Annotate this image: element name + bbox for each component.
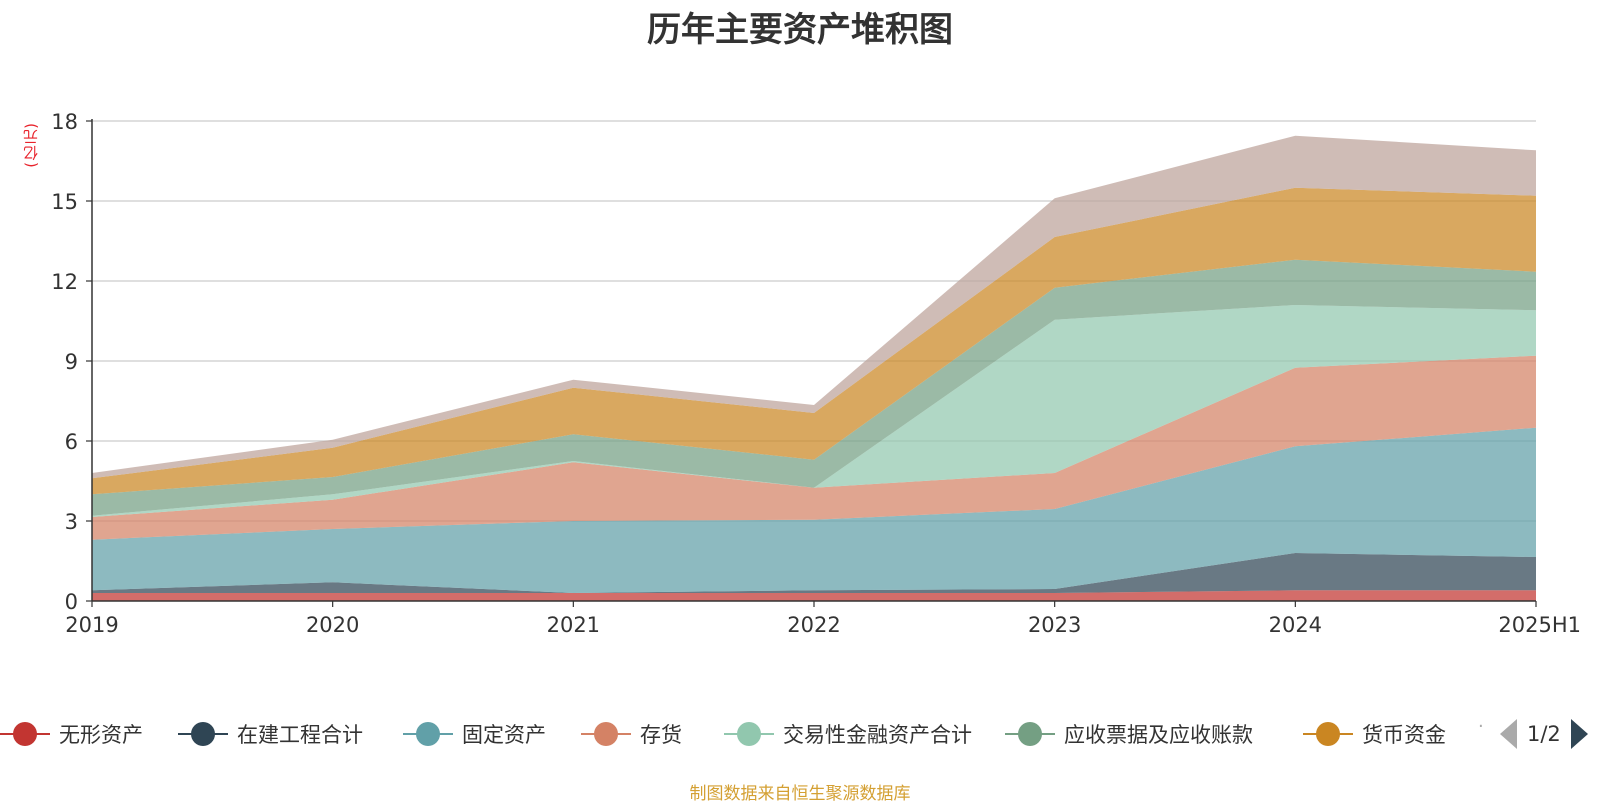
legend-marker xyxy=(724,721,774,747)
legend-label: 货币资金 xyxy=(1362,723,1446,747)
area-series-group xyxy=(92,135,1536,601)
x-tick-label: 2023 xyxy=(1028,613,1081,637)
x-tick-label: 2022 xyxy=(787,613,840,637)
legend-item-0[interactable]: 无形资产 xyxy=(0,716,143,752)
tick-labels: 0 3 6 9 12 15 18 2019 2020 2021 2022 2023 2024 2025H1 xyxy=(51,110,1581,637)
y-tick-label: 6 xyxy=(65,430,78,454)
legend-label: 无形资产 xyxy=(59,723,143,747)
legend-marker xyxy=(178,721,228,747)
legend-pager: 1/2 xyxy=(1500,716,1588,752)
axes xyxy=(86,119,1537,607)
area-series-3[interactable] xyxy=(92,355,1536,540)
y-tick-label: 12 xyxy=(51,270,78,294)
x-tick-label: 2020 xyxy=(306,613,359,637)
y-tick-label: 9 xyxy=(65,350,78,374)
area-series-2[interactable] xyxy=(92,427,1536,593)
chart-title: 历年主要资产堆积图 xyxy=(647,10,953,50)
y-tick-label: 18 xyxy=(51,110,78,134)
area-series-7[interactable] xyxy=(92,135,1536,479)
x-tick-label: 2021 xyxy=(547,613,600,637)
y-tick-label: 15 xyxy=(51,190,78,214)
source-note: 制图数据来自恒生聚源数据库 xyxy=(689,784,911,804)
y-tick-label: 0 xyxy=(65,590,78,614)
legend-item-5[interactable]: 应收票据及应收账款 xyxy=(1005,716,1253,752)
legend-label: 交易性金融资产合计 xyxy=(783,723,972,747)
legend-page-indicator: 1/2 xyxy=(1527,722,1561,746)
x-tick-label: 2019 xyxy=(65,613,118,637)
legend-overflow-indicator: · xyxy=(1478,716,1484,737)
legend-label: 存货 xyxy=(640,723,682,747)
area-series-0[interactable] xyxy=(92,590,1536,601)
legend-label: 在建工程合计 xyxy=(237,723,363,747)
legend-prev-page-button[interactable] xyxy=(1500,719,1517,749)
legend-label: 应收票据及应收账款 xyxy=(1064,723,1253,747)
y-tick-label: 3 xyxy=(65,510,78,534)
legend: 无形资产 在建工程合计 固定资产 存货 交易性金融资产合计 应收票据及应收账款 货币资金 · xyxy=(0,716,1600,752)
area-series-6[interactable] xyxy=(92,187,1536,495)
legend-item-2[interactable]: 固定资产 xyxy=(403,716,546,752)
stacked-area-chart: 0 3 6 9 12 15 18 2019 2020 2021 2022 2023 2024 2025H1 xyxy=(51,110,1581,637)
legend-marker xyxy=(1303,721,1353,747)
area-series-4[interactable] xyxy=(92,305,1536,517)
x-tick-label: 2024 xyxy=(1269,613,1322,637)
legend-next-page-button[interactable] xyxy=(1570,719,1588,749)
area-series-1[interactable] xyxy=(92,553,1536,593)
legend-item-4[interactable]: 交易性金融资产合计 xyxy=(724,716,972,752)
legend-marker xyxy=(0,721,50,747)
legend-item-3[interactable]: 存货 xyxy=(581,716,682,752)
legend-item-6[interactable]: 货币资金 xyxy=(1303,716,1446,752)
legend-label: 固定资产 xyxy=(462,723,546,747)
legend-marker xyxy=(1005,721,1055,747)
legend-marker xyxy=(403,721,453,747)
area-series-5[interactable] xyxy=(92,259,1536,516)
x-tick-label: 2025H1 xyxy=(1498,613,1581,637)
legend-marker xyxy=(581,721,631,747)
legend-item-1[interactable]: 在建工程合计 xyxy=(178,716,363,752)
